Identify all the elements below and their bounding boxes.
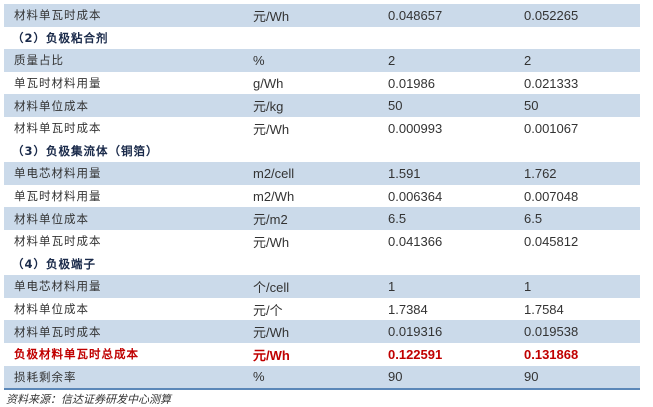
value-col1: 1	[388, 278, 396, 294]
value-col2: 1	[524, 278, 532, 294]
table-row: 材料单位成本 元/kg 50 50	[4, 94, 640, 117]
value-col1: 50	[388, 98, 403, 114]
table-row: 损耗剩余率% 90 90	[4, 365, 640, 389]
item-label: 单电芯材料用量	[14, 166, 102, 181]
value-col2: 1.7584	[524, 301, 564, 317]
value-col1: 0.006364	[388, 188, 443, 204]
table-row: 单瓦时材料用量 g/Wh 0.01986 0.021333	[4, 72, 640, 95]
item-label: 单电芯材料用量	[14, 279, 102, 294]
value-col2: 0.052265	[524, 7, 579, 23]
value-col1: 2	[388, 52, 396, 68]
item-label: 材料单瓦时成本	[14, 8, 102, 23]
table-row: 材料单瓦时成本 元/Wh 0.000993 0.001067	[4, 117, 640, 140]
item-label: 质量占比	[14, 53, 64, 68]
value-col2: 0.021333	[524, 75, 579, 91]
unit: 元/Wh	[253, 325, 290, 341]
value-col1: 0.019316	[388, 324, 443, 340]
value-col2: 0.045812	[524, 233, 579, 249]
item-label: 单瓦时材料用量	[14, 76, 102, 91]
unit: 元/个	[253, 302, 283, 318]
table-row: 材料单瓦时成本 元/Wh 0.041366 0.045812	[4, 230, 640, 253]
unit: %	[253, 52, 265, 68]
table-row: 材料单瓦时成本 元/Wh 0.019316 0.019538	[4, 320, 640, 343]
value-col1: 0.048657	[388, 7, 443, 23]
value-col2: 0.001067	[524, 120, 579, 136]
section-header-row: （4）负极端子	[4, 253, 640, 276]
item-label: 材料单位成本	[14, 302, 89, 317]
item-label: （3）负极集流体（铜箔）	[12, 143, 159, 158]
value-col1: 6.5	[388, 211, 407, 227]
value-col2: 6.5	[524, 211, 543, 227]
value-col1: 0.122591	[388, 346, 443, 362]
item-label: 单瓦时材料用量	[14, 189, 102, 204]
item-label: 材料单位成本	[14, 211, 89, 226]
unit: m2/cell	[253, 165, 295, 181]
value-col1: 0.01986	[388, 75, 435, 91]
table-row: 材料单瓦时成本 元/Wh 0.048657 0.052265	[4, 4, 640, 27]
item-label: 材料单位成本	[14, 98, 89, 113]
cost-table: 材料单瓦时成本 元/Wh 0.048657 0.052265 （2）负极粘合剂 质量占比%…	[4, 4, 640, 391]
item-label: （2）负极粘合剂	[12, 30, 109, 45]
unit: 元/m2	[253, 212, 288, 228]
unit: %	[253, 369, 265, 385]
total-row: 负极材料单瓦时总成本 元/Wh 0.122591 0.131868	[4, 343, 640, 366]
value-col2: 50	[524, 98, 539, 114]
unit: 元/kg	[253, 99, 284, 115]
unit: m2/Wh	[253, 188, 295, 204]
value-col2: 0.007048	[524, 188, 579, 204]
item-label: 材料单瓦时成本	[14, 121, 102, 136]
item-label: 负极材料单瓦时总成本	[14, 347, 139, 362]
value-col2: 0.019538	[524, 324, 579, 340]
section-header-row: （2）负极粘合剂	[4, 27, 640, 50]
unit: 元/Wh	[253, 121, 290, 137]
unit: g/Wh	[253, 75, 284, 91]
source-note: 资料来源：信达证券研发中心测算	[6, 393, 171, 406]
table-row: 单电芯材料用量 m2/cell 1.591 1.762	[4, 162, 640, 185]
table-row: 质量占比% 2 2	[4, 49, 640, 72]
unit: 元/Wh	[253, 8, 290, 24]
value-col2: 90	[524, 369, 539, 385]
table-row: 单电芯材料用量 个/cell 1 1	[4, 275, 640, 298]
item-label: 材料单瓦时成本	[14, 324, 102, 339]
item-label: 材料单瓦时成本	[14, 234, 102, 249]
value-col2: 0.131868	[524, 346, 579, 362]
table-row: 材料单位成本 元/个 1.7384 1.7584	[4, 298, 640, 321]
item-label: 损耗剩余率	[14, 369, 77, 384]
table-row: 单瓦时材料用量 m2/Wh 0.006364 0.007048	[4, 185, 640, 208]
value-col1: 1.591	[388, 165, 421, 181]
item-label: （4）负极端子	[12, 256, 97, 271]
value-col2: 2	[524, 52, 532, 68]
unit: 元/Wh	[253, 347, 290, 363]
section-header-row: （3）负极集流体（铜箔）	[4, 140, 640, 163]
value-col1: 1.7384	[388, 301, 428, 317]
value-col1: 90	[388, 369, 403, 385]
value-col2: 1.762	[524, 165, 557, 181]
value-col1: 0.000993	[388, 120, 443, 136]
table-row: 材料单位成本 元/m2 6.5 6.5	[4, 207, 640, 230]
unit: 个/cell	[253, 279, 290, 295]
unit: 元/Wh	[253, 234, 290, 250]
value-col1: 0.041366	[388, 233, 443, 249]
